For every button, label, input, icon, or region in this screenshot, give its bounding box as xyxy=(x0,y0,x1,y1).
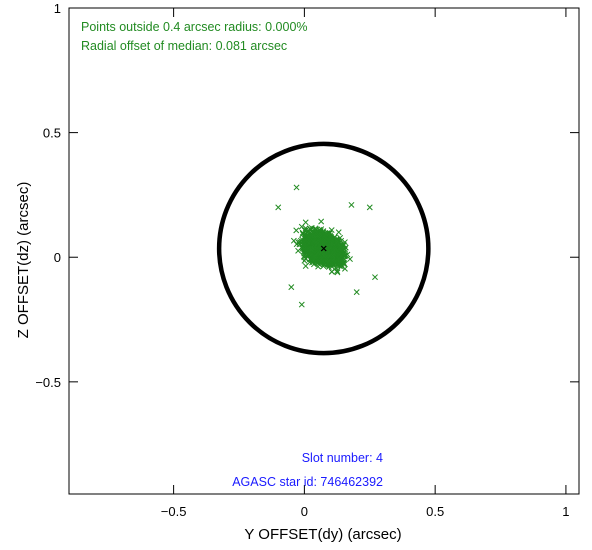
x-axis-label: Y OFFSET(dy) (arcsec) xyxy=(244,526,401,543)
x-tick-label: −0.5 xyxy=(161,504,187,519)
x-tick-label: 0.5 xyxy=(426,504,444,519)
y-axis-label: Z OFFSET(dz) (arcsec) xyxy=(15,182,32,339)
median-offset-annotation: Radial offset of median: 0.081 arcsec xyxy=(81,39,287,53)
y-tick-label: 1 xyxy=(54,1,61,16)
agasc-id-annotation: AGASC star id: 746462392 xyxy=(232,475,383,489)
outside-radius-annotation: Points outside 0.4 arcsec radius: 0.000% xyxy=(81,20,308,34)
y-tick-label: 0 xyxy=(54,250,61,265)
x-tick-label: 0 xyxy=(301,504,308,519)
slot-number-annotation: Slot number: 4 xyxy=(302,451,383,465)
y-tick-label: −0.5 xyxy=(35,375,61,390)
y-tick-label: 0.5 xyxy=(43,126,61,141)
x-tick-label: 1 xyxy=(562,504,569,519)
